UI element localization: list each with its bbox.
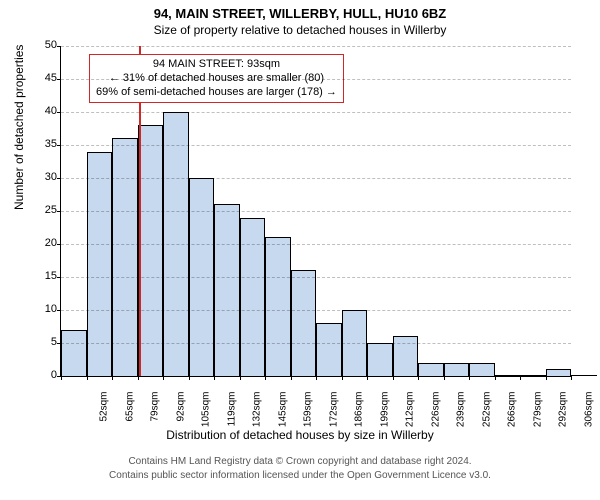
- annotation-line1: 94 MAIN STREET: 93sqm: [96, 58, 337, 72]
- x-tick-mark: [291, 376, 292, 380]
- x-tick-mark: [316, 376, 317, 380]
- x-tick-mark: [546, 376, 547, 380]
- x-tick-mark: [189, 376, 190, 380]
- histogram-bar: [112, 138, 138, 376]
- y-tick-mark: [57, 343, 61, 344]
- histogram-bar: [240, 218, 266, 376]
- y-tick-mark: [57, 277, 61, 278]
- y-tick-label: 35: [31, 138, 57, 150]
- chart-title-sub: Size of property relative to detached ho…: [0, 21, 600, 41]
- x-tick-mark: [240, 376, 241, 380]
- footer-copyright-1: Contains HM Land Registry data © Crown c…: [0, 456, 600, 467]
- y-axis-label: Number of detached properties: [12, 45, 26, 210]
- histogram-bar: [418, 363, 444, 376]
- x-axis-label: Distribution of detached houses by size …: [0, 428, 600, 442]
- x-tick-mark: [342, 376, 343, 380]
- histogram-bar: [444, 363, 470, 376]
- histogram-bar: [214, 204, 240, 376]
- y-tick-mark: [57, 145, 61, 146]
- gridline: [61, 244, 571, 245]
- plot-area: 94 MAIN STREET: 93sqm ← 31% of detached …: [60, 46, 571, 377]
- histogram-bar: [291, 270, 317, 376]
- y-tick-label: 0: [31, 369, 57, 381]
- gridline: [61, 79, 571, 80]
- histogram-bar: [495, 375, 521, 376]
- histogram-bar: [61, 330, 87, 376]
- x-tick-mark: [469, 376, 470, 380]
- histogram-bar: [546, 369, 572, 376]
- histogram-bar: [316, 323, 342, 376]
- x-tick-mark: [163, 376, 164, 380]
- annotation-line3: 69% of semi-detached houses are larger (…: [96, 86, 337, 100]
- gridline: [61, 46, 571, 47]
- y-tick-label: 30: [31, 171, 57, 183]
- x-tick-mark: [214, 376, 215, 380]
- property-size-chart: 94, MAIN STREET, WILLERBY, HULL, HU10 6B…: [0, 0, 600, 41]
- x-tick-mark: [571, 376, 572, 380]
- x-tick-mark: [444, 376, 445, 380]
- histogram-bar: [469, 363, 495, 376]
- y-tick-mark: [57, 244, 61, 245]
- y-tick-label: 10: [31, 303, 57, 315]
- histogram-bar: [265, 237, 291, 376]
- y-tick-mark: [57, 46, 61, 47]
- y-tick-label: 50: [31, 39, 57, 51]
- x-tick-mark: [418, 376, 419, 380]
- y-tick-label: 20: [31, 237, 57, 249]
- gridline: [61, 343, 571, 344]
- gridline: [61, 178, 571, 179]
- histogram-bar: [571, 375, 597, 376]
- gridline: [61, 145, 571, 146]
- histogram-bar: [367, 343, 393, 376]
- x-tick-mark: [265, 376, 266, 380]
- y-tick-label: 5: [31, 336, 57, 348]
- x-tick-mark: [393, 376, 394, 380]
- x-tick-mark: [520, 376, 521, 380]
- x-tick-mark: [87, 376, 88, 380]
- y-tick-label: 15: [31, 270, 57, 282]
- y-tick-mark: [57, 178, 61, 179]
- y-tick-label: 45: [31, 72, 57, 84]
- gridline: [61, 277, 571, 278]
- x-tick-mark: [61, 376, 62, 380]
- x-tick-mark: [495, 376, 496, 380]
- gridline: [61, 112, 571, 113]
- footer-copyright-2: Contains public sector information licen…: [0, 470, 600, 481]
- y-tick-label: 25: [31, 204, 57, 216]
- chart-title-main: 94, MAIN STREET, WILLERBY, HULL, HU10 6B…: [0, 0, 600, 21]
- y-tick-mark: [57, 211, 61, 212]
- x-tick-mark: [112, 376, 113, 380]
- y-tick-label: 40: [31, 105, 57, 117]
- x-tick-mark: [138, 376, 139, 380]
- y-tick-mark: [57, 310, 61, 311]
- gridline: [61, 310, 571, 311]
- y-tick-mark: [57, 79, 61, 80]
- y-tick-mark: [57, 112, 61, 113]
- gridline: [61, 211, 571, 212]
- histogram-bar: [520, 375, 546, 376]
- x-tick-mark: [367, 376, 368, 380]
